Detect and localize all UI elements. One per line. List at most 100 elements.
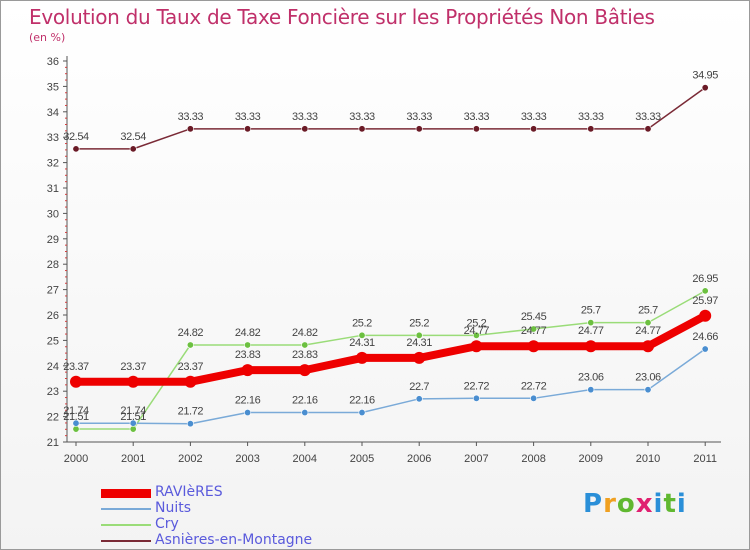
y-tick-label: 29 <box>47 234 59 246</box>
legend-swatch-cry <box>101 524 151 526</box>
legend-label-asnieres: Asnières-en-Montagne <box>155 532 313 548</box>
data-point-asnieres-en-montagne <box>244 125 252 133</box>
data-point-cry <box>129 425 137 433</box>
data-point-asnieres-en-montagne <box>186 125 194 133</box>
data-point-asnieres-en-montagne <box>530 125 538 133</box>
data-point-asnieres-en-montagne <box>644 125 652 133</box>
y-tick-label: 23 <box>47 386 59 398</box>
data-point-asnieres-en-montagne <box>358 125 366 133</box>
data-label-nuits: 22.16 <box>235 395 261 407</box>
unit-label: (en %) <box>29 31 66 44</box>
legend-swatch-nuits <box>101 508 151 510</box>
data-point-nuits <box>587 386 595 394</box>
data-point-nuits <box>644 386 652 394</box>
y-tick-label: 31 <box>47 183 59 195</box>
data-point-cry <box>244 341 252 349</box>
data-point-nuits <box>472 394 480 402</box>
data-label-ravieres: 24.77 <box>464 325 490 337</box>
y-tick-label: 21 <box>47 437 59 449</box>
series-line-ravieres <box>76 312 708 386</box>
x-tick-label: 2003 <box>235 453 259 465</box>
legend-label-nuits: Nuits <box>155 500 192 516</box>
data-label-ravieres: 24.77 <box>521 325 547 337</box>
x-tick-label: 2005 <box>350 453 374 465</box>
data-point-nuits <box>701 345 709 353</box>
data-label-nuits: 22.72 <box>521 380 547 392</box>
data-label-asnieres-en-montagne: 32.54 <box>120 131 146 143</box>
data-label-cry: 25.45 <box>521 311 547 323</box>
data-label-nuits: 24.66 <box>692 331 718 343</box>
y-tick-label: 26 <box>47 310 59 322</box>
legend-swatch-asnieres <box>101 540 151 542</box>
data-point-nuits <box>72 419 80 427</box>
y-tick-label: 25 <box>47 335 59 347</box>
legend-swatch-ravieres <box>101 489 151 498</box>
data-point-cry <box>701 287 709 295</box>
data-label-asnieres-en-montagne: 33.33 <box>235 111 261 123</box>
data-point-asnieres-en-montagne <box>415 125 423 133</box>
data-label-ravieres: 23.37 <box>178 361 204 373</box>
series-line-nuits <box>76 348 706 425</box>
series-line-cry <box>76 290 706 430</box>
data-label-asnieres-en-montagne: 33.33 <box>521 111 547 123</box>
data-label-cry: 25.7 <box>638 305 658 317</box>
data-label-ravieres: 23.83 <box>235 349 261 361</box>
data-point-ravieres <box>527 340 540 353</box>
data-label-cry: 24.82 <box>235 327 261 339</box>
y-tick-label: 34 <box>47 107 59 119</box>
data-label-cry: 25.2 <box>409 317 429 329</box>
data-point-cry <box>587 319 595 327</box>
data-point-asnieres-en-montagne <box>129 145 137 153</box>
data-label-nuits: 22.7 <box>409 381 429 393</box>
data-label-cry: 21.51 <box>63 411 89 423</box>
data-point-cry <box>472 331 480 339</box>
series-line-asnieres-en-montagne <box>76 87 706 150</box>
x-tick-label: 2002 <box>178 453 202 465</box>
data-point-nuits <box>244 409 252 417</box>
x-tick-label: 2008 <box>521 453 545 465</box>
data-label-cry: 25.2 <box>352 317 372 329</box>
x-tick-label: 2001 <box>121 453 145 465</box>
data-label-cry: 26.95 <box>692 273 718 285</box>
data-point-asnieres-en-montagne <box>472 125 480 133</box>
chart-title: Evolution du Taux de Taxe Foncière sur l… <box>29 5 655 29</box>
data-point-ravieres <box>470 340 483 353</box>
data-point-cry <box>301 341 309 349</box>
x-tick-label: 2009 <box>579 453 603 465</box>
data-point-ravieres <box>642 340 654 353</box>
data-label-nuits: 21.74 <box>120 405 146 417</box>
data-label-nuits: 23.06 <box>635 372 661 384</box>
y-tick-label: 24 <box>47 361 59 373</box>
y-tick-label: 35 <box>47 81 59 93</box>
data-point-asnieres-en-montagne <box>701 84 709 92</box>
data-label-nuits: 22.72 <box>464 380 490 392</box>
y-tick-label: 22 <box>47 412 59 424</box>
data-label-ravieres: 23.37 <box>120 361 146 373</box>
y-tick-label: 27 <box>47 285 59 297</box>
data-label-ravieres: 23.37 <box>63 361 89 373</box>
data-label-asnieres-en-montagne: 33.33 <box>178 111 204 123</box>
data-point-ravieres <box>241 364 254 377</box>
x-tick-label: 2006 <box>407 453 431 465</box>
data-label-ravieres: 23.83 <box>292 349 318 361</box>
data-label-cry: 24.82 <box>292 327 318 339</box>
data-label-nuits: 21.74 <box>63 405 89 417</box>
y-tick-label: 28 <box>47 259 59 271</box>
data-point-nuits <box>129 419 137 427</box>
data-point-cry <box>186 341 194 349</box>
data-label-asnieres-en-montagne: 33.33 <box>349 111 375 123</box>
data-label-asnieres-en-montagne: 33.33 <box>464 111 490 123</box>
x-tick-label: 2000 <box>64 453 88 465</box>
data-point-ravieres <box>584 340 597 353</box>
data-point-asnieres-en-montagne <box>72 145 80 153</box>
data-point-nuits <box>186 420 194 428</box>
data-point-ravieres <box>70 375 82 388</box>
data-label-asnieres-en-montagne: 33.33 <box>635 111 661 123</box>
data-label-ravieres: 24.77 <box>578 325 604 337</box>
data-point-ravieres <box>356 351 368 364</box>
data-label-cry: 24.82 <box>178 327 204 339</box>
data-point-ravieres <box>184 375 197 388</box>
data-point-cry <box>415 331 423 339</box>
